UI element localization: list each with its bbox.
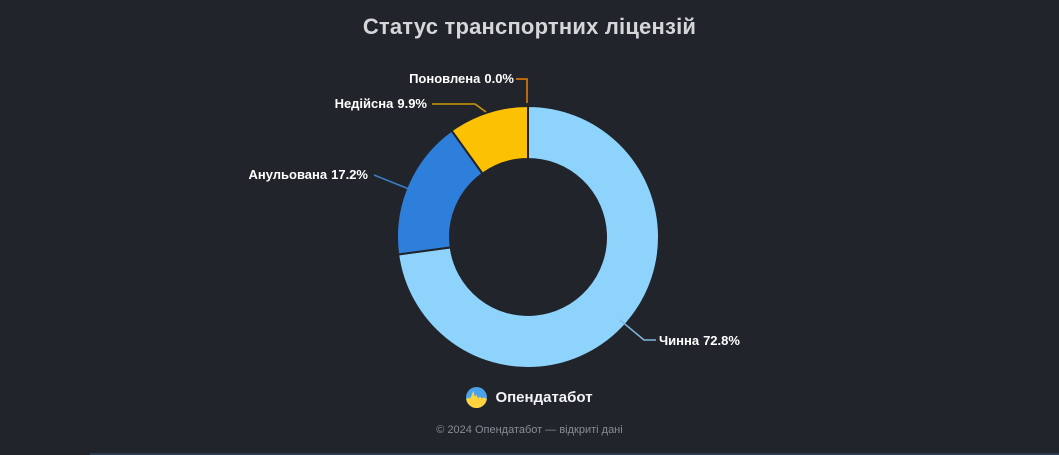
pie-slice-Чинна[interactable] (397, 105, 660, 369)
leader-line-nediysna (432, 103, 487, 113)
copyright-text: © 2024 Опендатабот — відкриті дані (436, 424, 623, 436)
slice-label-ponovlena: Поновлена 0.0% (409, 71, 514, 86)
leader-line-anulovana (373, 174, 410, 190)
brand-name[interactable]: Опендатабот (495, 389, 593, 406)
slice-label-name: Поновлена (409, 71, 481, 86)
slice-label-value: 9.9% (397, 96, 427, 111)
slice-label-anulovana: Анульована 17.2% (249, 167, 369, 182)
slice-label-value: 17.2% (331, 167, 368, 182)
slice-label-name: Чинна (659, 333, 700, 348)
brand-footer: Опендатабот (0, 387, 1059, 408)
slice-label-value: 72.8% (703, 333, 740, 348)
bottom-border-line (90, 453, 1059, 455)
chart-title: Статус транспортних ліцензій (362, 14, 697, 39)
opendatabot-logo-icon (466, 387, 488, 408)
slice-label-name: Анульована (248, 167, 328, 182)
slice-label-nediysna: Недійсна 9.9% (335, 96, 427, 111)
slice-label-name: Недійсна (334, 96, 394, 111)
leader-line-chynna (619, 319, 656, 341)
pie-slice-Недійсна[interactable] (450, 105, 529, 175)
slice-label-value: 0.0% (484, 71, 514, 86)
slice-label-chynna: Чинна 72.8% (659, 333, 740, 348)
leader-line-ponovlena (516, 78, 528, 103)
